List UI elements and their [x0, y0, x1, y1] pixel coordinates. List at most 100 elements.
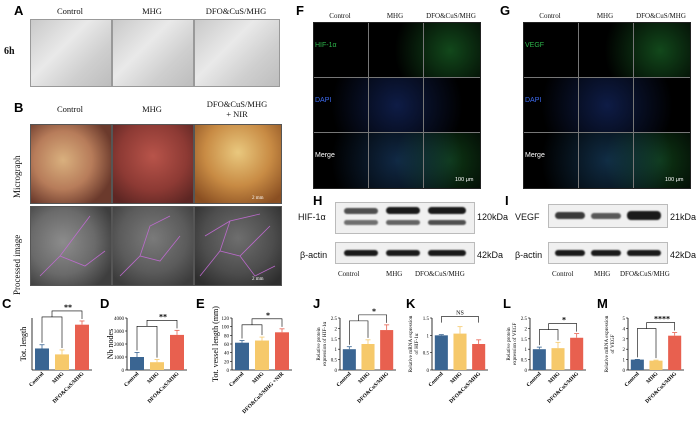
chart-d-tick-label: 3000 [114, 330, 125, 335]
panel-g-scale: 100 μm [665, 177, 684, 183]
chart-e-category-label: MHG [251, 371, 265, 385]
chart-l-bar [532, 349, 546, 370]
chart-k: 0 0.5 1 1.5 Relative mRNA expression of HIF-1… [408, 311, 488, 405]
chart-m-bracket-outer [646, 322, 675, 331]
chart-l-tick-label: 1.5 [521, 338, 528, 343]
chart-j-tick-label: 0 [335, 369, 338, 374]
chart-j-y-label: expression of HIF-1α [321, 321, 328, 366]
chart-m-bar [649, 360, 663, 370]
chart-k-tick-label: 1 [427, 334, 430, 339]
chart-j-y-label: Relative protein [316, 327, 322, 361]
panel-h-hif-blot [335, 202, 475, 234]
panel-label-a: A [14, 3, 24, 18]
panel-h-col-dfo: DFO&CuS/MHG [415, 270, 465, 278]
panel-b-col-dfo: DFO&CuS/MHG [206, 99, 268, 109]
panel-g-row-merge: Merge [525, 152, 545, 159]
panel-h-size-42: 42kDa [477, 250, 504, 260]
chart-d-bracket-inner [136, 326, 158, 358]
panel-b-micrograph-control [30, 124, 112, 204]
chart-k-bar [453, 333, 467, 370]
chart-l-tick-label: 2 [525, 327, 528, 332]
panel-label-f: F [296, 3, 304, 18]
chart-j-bar [380, 330, 394, 370]
panel-a-control-image [30, 19, 112, 87]
chart-k-y-label: Relative mRNA expression [408, 315, 414, 372]
panel-a-col-dfo: DFO&CuS/MHG [205, 6, 267, 16]
chart-c-category-label: MHG [51, 371, 65, 385]
panel-b-col-control: Control [57, 104, 83, 114]
panel-f-scale: 100 μm [455, 177, 474, 183]
chart-d-tick-label: 2000 [114, 343, 125, 348]
chart-e-bar [235, 342, 249, 370]
panel-a-col-control: Control [57, 6, 83, 16]
panel-a-row-6h: 6h [4, 46, 15, 57]
chart-k-category-label: MHG [449, 371, 463, 385]
chart-e-tick-label: 40 [224, 352, 230, 357]
chart-j-bar [361, 344, 375, 370]
panel-b-scale-2: 2 mm [252, 277, 264, 282]
panel-i-vegf-blot [548, 204, 668, 228]
chart-j-significance: * [372, 307, 376, 316]
panel-g-row-vegf: VEGF [525, 42, 545, 49]
chart-j: 0 0.5 1 1.5 2 2.5 Relative protein expression o… [316, 307, 396, 405]
chart-k-category-label: Control [428, 371, 445, 388]
panel-b-vessel-overlay [39, 213, 276, 277]
chart-j-bracket-inner [349, 320, 369, 345]
chart-d-bar [130, 357, 144, 370]
panel-f-row-hif: HIF-1α [315, 42, 337, 49]
chart-l-tick-label: 0 [525, 369, 528, 374]
chart-e-category-label: Control [228, 371, 245, 388]
chart-m-y-label: of VEGF [609, 334, 616, 353]
panel-label-d: D [100, 296, 110, 311]
chart-k-bracket [441, 316, 479, 323]
panel-label-j: J [313, 296, 321, 311]
chart-l-bar [570, 337, 584, 370]
panel-label-c: C [2, 296, 12, 311]
chart-c-significance: ** [64, 303, 72, 312]
panel-a-mhg-image [112, 19, 194, 87]
chart-j-tick-label: 0.5 [331, 359, 338, 364]
chart-l-tick-label: 0.5 [521, 359, 528, 364]
panel-b-processed-mhg [112, 206, 194, 286]
panel-f-col-control: Control [329, 12, 351, 20]
chart-m-tick-label: 5 [623, 317, 626, 322]
chart-j-tick-label: 1 [335, 348, 338, 353]
panel-f-row-merge: Merge [315, 152, 335, 159]
chart-e-bracket-inner [241, 324, 263, 339]
panel-g-col-dfo: DFO&CuS/MHG [636, 12, 686, 20]
chart-e-bar [275, 332, 289, 370]
panel-h-actin-blot [335, 242, 475, 264]
chart-l-category-label: MHG [547, 371, 561, 385]
chart-j-bar [342, 349, 356, 370]
chart-d-significance: ** [159, 312, 167, 321]
chart-d-tick-label: 1000 [114, 356, 125, 361]
chart-e-tick-label: 100 [222, 326, 230, 331]
chart-j-bracket-outer [358, 314, 387, 323]
panel-label-k: K [406, 296, 416, 311]
panel-g-row-dapi: DAPI [525, 97, 542, 104]
panel-f-row-dapi: DAPI [315, 97, 332, 104]
chart-d-bar [170, 334, 184, 370]
panel-g-col-control: Control [539, 12, 561, 20]
chart-c-bracket-outer [51, 310, 83, 319]
chart-m-bar [630, 359, 644, 370]
chart-m-category-label: MHG [645, 371, 659, 385]
chart-e-tick-label: 60 [224, 343, 230, 348]
panel-i-actin-blot [548, 242, 668, 264]
chart-j-tick-label: 1.5 [331, 338, 338, 343]
chart-k-bar [472, 344, 486, 370]
chart-m: 0 1 2 3 4 5 Relative mRNA expression of VEGF Con… [604, 315, 684, 405]
chart-l: 0 0.5 1 1.5 2 2.5 Relative protein expression o… [506, 316, 586, 405]
chart-d-y-label: Nb nodes [106, 329, 115, 359]
chart-e-bracket-outer [251, 318, 283, 327]
panel-h-row-actin: β-actin [300, 250, 328, 260]
panel-i-col-control: Control [552, 270, 574, 278]
chart-j-category-label: Control [336, 371, 353, 388]
chart-l-significance: * [562, 316, 566, 325]
chart-c-bar [55, 354, 69, 370]
panel-label-b: B [14, 100, 24, 115]
panel-h-row-hif: HIF-1α [298, 212, 326, 222]
chart-m-y-label: Relative mRNA expression [604, 315, 610, 372]
chart-l-tick-label: 1 [525, 348, 528, 353]
